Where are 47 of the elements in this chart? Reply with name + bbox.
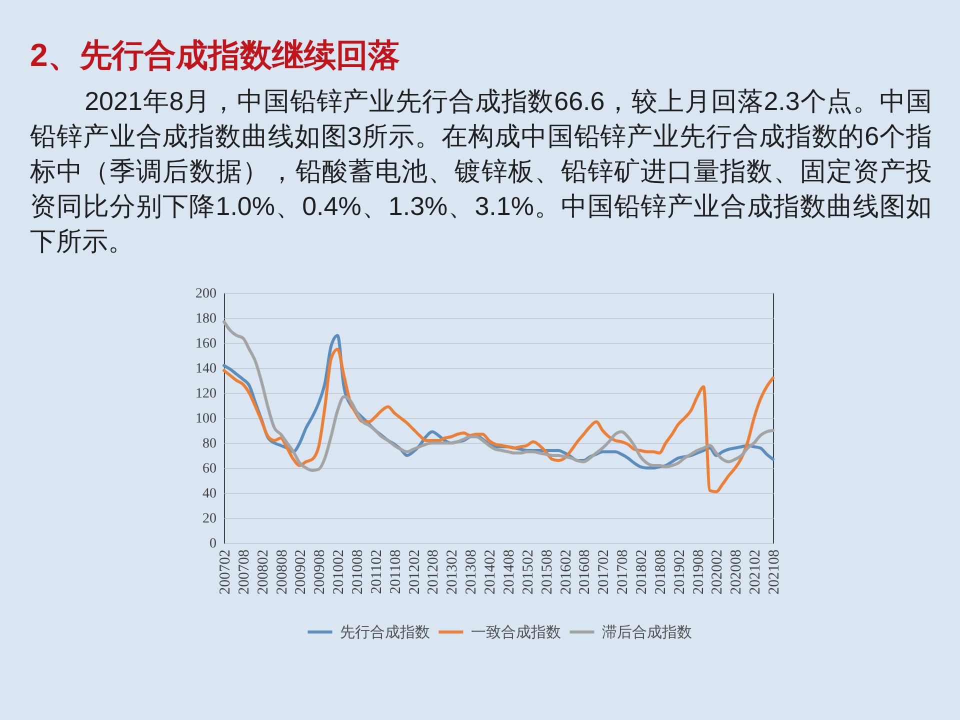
y-tick-label: 180 — [196, 312, 216, 326]
x-tick-label: 200708 — [236, 550, 252, 594]
x-tick-label: 201208 — [426, 550, 442, 594]
chart-title: 2、先行合成指数继续回落 — [30, 36, 401, 75]
x-tick-label: 200702 — [218, 550, 234, 594]
x-tick-label: 201508 — [539, 550, 556, 594]
x-tick-label: 201202 — [406, 550, 423, 594]
x-tick-label: 201108 — [388, 550, 404, 594]
legend-label: 滞后合成指数 — [602, 624, 692, 641]
x-tick-label: 201002 — [331, 550, 348, 594]
y-tick-label: 20 — [202, 512, 216, 526]
y-tick-label: 120 — [196, 386, 216, 402]
y-tick-label: 160 — [196, 336, 216, 352]
x-tick-label: 201602 — [558, 550, 574, 594]
chart-subtitle: 2021年8月，中国铅锌产业先行合成指数66.6，较上月回落2.3个点。中国铅锌产业合成指数曲线如图3所示。在构成中国铅锌产业先行合成指数的6个指标中（季调后数据），铅酸蓄电池、镀锌板、铅锌矿进口量指数、固定资产投资同比分别下降1.0%、0.4%、1.3%、3.1%。中国铅锌产业合成指数曲线图如下所示。 — [30, 85, 932, 258]
x-tick-label: 202108 — [766, 550, 782, 594]
x-tick-label: 201502 — [520, 550, 536, 594]
x-tick-label: 201102 — [368, 550, 385, 594]
x-tick-label: 201702 — [596, 550, 612, 594]
y-tick-label: 140 — [196, 362, 216, 376]
x-tick-label: 202102 — [748, 550, 764, 594]
y-tick-label: 80 — [202, 436, 216, 452]
x-tick-label: 200808 — [274, 550, 290, 594]
x-tick-label: 201302 — [444, 550, 461, 594]
x-tick-label: 201902 — [672, 550, 688, 594]
y-tick-label: 40 — [202, 486, 216, 502]
y-tick-label: 60 — [202, 462, 216, 476]
x-tick-label: 201908 — [690, 550, 707, 594]
x-tick-label: 200902 — [293, 550, 310, 594]
x-tick-label: 202002 — [710, 550, 726, 594]
x-tick-label: 200802 — [255, 550, 272, 594]
x-tick-label: 201008 — [350, 550, 366, 594]
x-tick-label: 201308 — [464, 550, 480, 594]
x-tick-label: 201802 — [634, 550, 650, 594]
x-tick-label: 200908 — [312, 550, 328, 594]
x-tick-label: 201608 — [577, 550, 594, 594]
x-tick-label: 201708 — [615, 550, 632, 594]
y-tick-label: 0 — [210, 536, 216, 552]
x-tick-label: 202008 — [728, 550, 745, 594]
line-series — [222, 348, 774, 494]
legend-label: 先行合成指数 — [340, 624, 430, 641]
x-tick-label: 201808 — [652, 550, 669, 594]
legend-label: 一致合成指数 — [471, 624, 561, 641]
y-tick-label: 200 — [196, 286, 216, 302]
x-tick-label: 201402 — [482, 550, 499, 594]
x-tick-label: 201408 — [501, 550, 518, 594]
y-tick-label: 100 — [196, 412, 216, 426]
